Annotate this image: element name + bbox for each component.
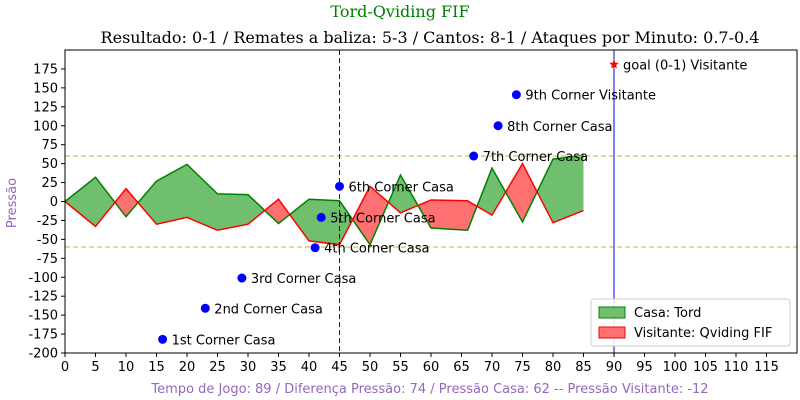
home-pressure-fill (95, 177, 115, 227)
home-pressure-fill (187, 164, 218, 231)
annotation-label: 1st Corner Casa (172, 333, 276, 348)
x-tick-label: 65 (453, 360, 470, 375)
annotation-label: 9th Corner Visitante (525, 89, 656, 104)
y-tick-label: -50 (37, 233, 58, 248)
plot-area: 1st Corner Casa 2nd Corner Casa 3rd Corner… (28, 49, 798, 375)
corner-marker (158, 334, 168, 344)
legend: Casa: Tord Visitante: Qviding FIF (590, 298, 791, 347)
away-pressure-fill (505, 163, 523, 222)
home-pressure-fill (156, 164, 187, 225)
y-tick-label: -75 (37, 252, 58, 267)
corner-marker (310, 243, 320, 253)
y-tick-label: 100 (33, 119, 58, 134)
x-tick-label: 30 (240, 360, 257, 375)
x-tick-label: 70 (484, 360, 501, 375)
corner-marker (316, 212, 326, 222)
x-tick-label: 110 (724, 360, 749, 375)
annotation-label: 3rd Corner Casa (251, 272, 356, 287)
x-tick-label: 25 (209, 360, 226, 375)
x-tick-label: 105 (693, 360, 718, 375)
away-pressure-fill (370, 186, 389, 245)
corner-marker (511, 90, 521, 100)
legend-swatch (598, 326, 626, 339)
home-pressure-line (64, 154, 584, 247)
x-tick-label: 0 (61, 360, 69, 375)
legend-swatch (598, 306, 626, 319)
x-tick-label: 55 (392, 360, 409, 375)
y-tick-label: -25 (37, 214, 58, 229)
annotation-label: 8th Corner Casa (507, 120, 612, 135)
home-pressure-fill (339, 200, 353, 245)
x-tick-label: 45 (331, 360, 348, 375)
y-tick-label: 0 (50, 195, 58, 210)
x-axis-label: Tempo de Jogo: 89 / Diferença Pressão: 7… (150, 382, 708, 397)
y-tick-label: -125 (28, 290, 58, 305)
chart-subtitle: Resultado: 0-1 / Remates a baliza: 5-3 /… (101, 28, 760, 47)
x-tick-label: 10 (118, 360, 135, 375)
corner-marker (335, 181, 344, 191)
away-pressure-fill (431, 199, 468, 231)
home-pressure-fill (138, 181, 157, 225)
x-tick-label: 40 (301, 360, 318, 375)
x-tick-label: 20 (179, 360, 196, 375)
legend-box (590, 298, 791, 347)
home-pressure-fill (248, 194, 265, 225)
x-tick-label: 5 (91, 360, 99, 375)
chart-title: Tord-Qviding FIF (330, 2, 469, 21)
corner-marker (493, 121, 503, 131)
away-pressure-fill (264, 199, 279, 224)
y-tick-label: -175 (28, 328, 58, 343)
y-tick-label: -100 (28, 271, 58, 286)
x-tick-label: 95 (636, 360, 653, 375)
home-pressure-fill (553, 155, 584, 223)
corner-marker (200, 303, 210, 313)
x-tick-label: 115 (754, 360, 779, 375)
away-pressure-fill (126, 188, 139, 217)
legend-label: Casa: Tord (634, 306, 701, 321)
y-tick-label: 75 (41, 138, 58, 153)
away-pressure-fill (278, 199, 290, 224)
x-tick-label: 80 (545, 360, 562, 375)
corner-marker (237, 273, 247, 283)
annotation-label: 4th Corner Casa (324, 242, 429, 257)
y-tick-label: 175 (33, 62, 58, 77)
home-pressure-fill (309, 199, 340, 245)
home-pressure-fill (388, 174, 401, 213)
x-tick-label: 100 (663, 360, 688, 375)
home-pressure-fill (492, 168, 506, 216)
y-tick-label: -150 (28, 309, 58, 324)
home-pressure-fill (400, 174, 419, 213)
x-tick-label: 15 (148, 360, 165, 375)
x-tick-label: 50 (362, 360, 379, 375)
away-pressure-fill (114, 188, 126, 217)
y-tick-label: 150 (33, 81, 58, 96)
annotation-label: 6th Corner Casa (349, 180, 454, 195)
legend-label: Visitante: Qviding FIF (634, 326, 772, 341)
annotation-label: 2nd Corner Casa (214, 302, 323, 317)
y-tick-label: 50 (41, 157, 58, 172)
y-tick-label: 125 (33, 100, 58, 115)
home-pressure-fill (477, 168, 492, 216)
home-pressure-fill (537, 159, 553, 223)
y-axis-label: Pressão (5, 178, 20, 228)
x-tick-label: 90 (606, 360, 623, 375)
away-pressure-fill (522, 163, 538, 222)
corner-marker (469, 151, 479, 161)
annotation-label: 7th Corner Casa (483, 150, 588, 165)
annotation-label: goal (0-1) Visitante (623, 58, 747, 73)
home-pressure-fill (65, 177, 96, 227)
x-tick-label: 75 (514, 360, 531, 375)
home-pressure-fill (289, 199, 309, 241)
y-tick-label: 25 (41, 176, 58, 191)
home-pressure-fill (217, 193, 248, 231)
x-tick-label: 85 (575, 360, 592, 375)
annotation-label: 5th Corner Casa (330, 211, 435, 226)
y-tick-label: -200 (28, 347, 58, 362)
x-tick-label: 35 (270, 360, 287, 375)
x-tick-label: 60 (423, 360, 440, 375)
goal-marker (609, 59, 619, 69)
away-pressure-line (64, 162, 584, 246)
away-pressure-fill (352, 186, 370, 245)
